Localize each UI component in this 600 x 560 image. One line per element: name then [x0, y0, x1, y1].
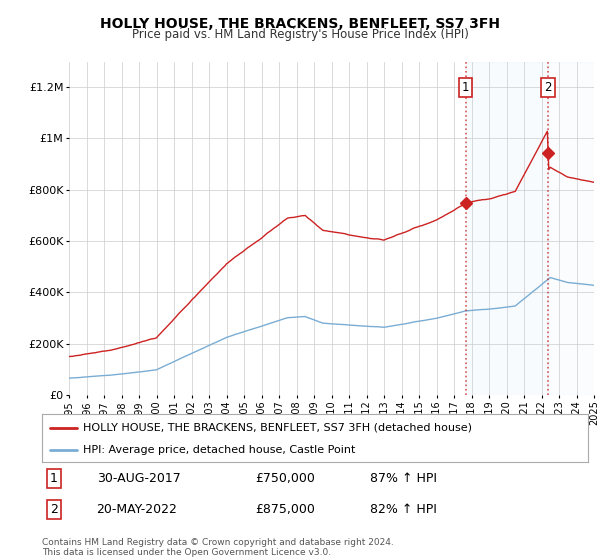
Text: 1: 1 — [462, 81, 469, 94]
Bar — [466, 62, 548, 395]
Text: 30-AUG-2017: 30-AUG-2017 — [97, 472, 181, 485]
Text: Price paid vs. HM Land Registry's House Price Index (HPI): Price paid vs. HM Land Registry's House … — [131, 28, 469, 41]
Text: 87% ↑ HPI: 87% ↑ HPI — [370, 472, 437, 485]
Text: HPI: Average price, detached house, Castle Point: HPI: Average price, detached house, Cast… — [83, 445, 355, 455]
Text: £750,000: £750,000 — [255, 472, 315, 485]
Text: Contains HM Land Registry data © Crown copyright and database right 2024.
This d: Contains HM Land Registry data © Crown c… — [42, 538, 394, 557]
Text: 20-MAY-2022: 20-MAY-2022 — [97, 503, 178, 516]
Text: 2: 2 — [544, 81, 552, 94]
Text: 82% ↑ HPI: 82% ↑ HPI — [370, 503, 436, 516]
Text: 1: 1 — [50, 472, 58, 485]
Text: HOLLY HOUSE, THE BRACKENS, BENFLEET, SS7 3FH: HOLLY HOUSE, THE BRACKENS, BENFLEET, SS7… — [100, 17, 500, 31]
Text: 2: 2 — [50, 503, 58, 516]
Text: £875,000: £875,000 — [255, 503, 315, 516]
Text: HOLLY HOUSE, THE BRACKENS, BENFLEET, SS7 3FH (detached house): HOLLY HOUSE, THE BRACKENS, BENFLEET, SS7… — [83, 423, 472, 433]
Bar — [548, 62, 594, 395]
